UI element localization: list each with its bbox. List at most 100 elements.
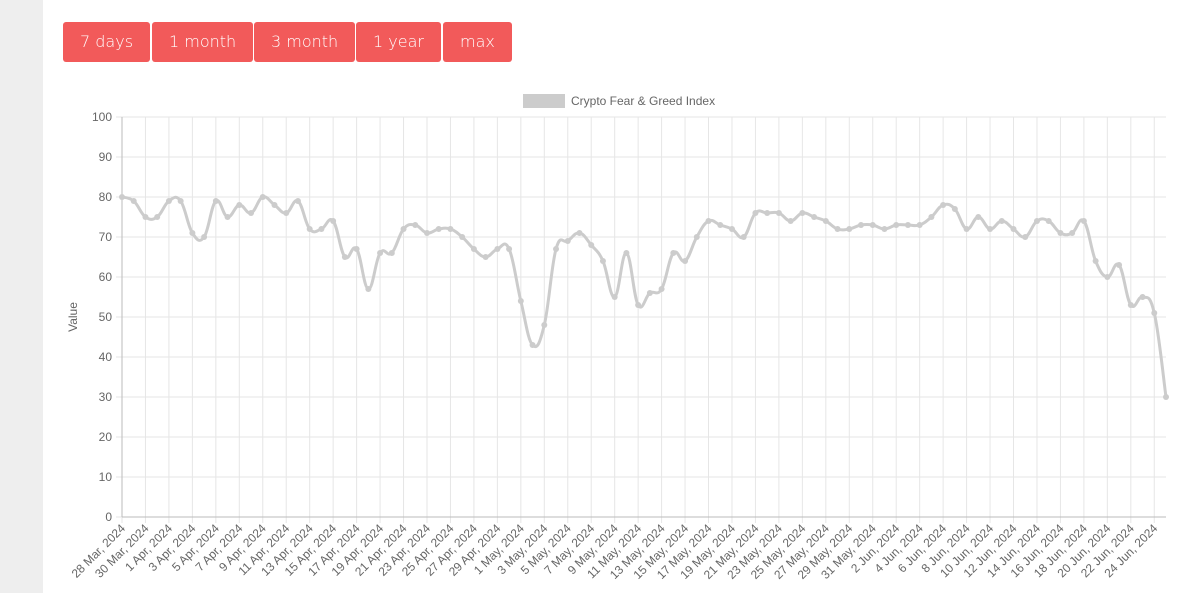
- data-point: [858, 222, 865, 228]
- data-point: [341, 254, 348, 260]
- series-line: [121, 195, 1168, 398]
- data-point: [764, 210, 771, 216]
- range-button[interactable]: 1 year: [356, 22, 441, 62]
- data-point: [283, 210, 290, 216]
- data-point: [459, 234, 466, 240]
- data-point: [236, 202, 243, 208]
- data-point: [951, 206, 958, 212]
- data-point: [1057, 230, 1064, 236]
- data-point: [846, 226, 853, 232]
- data-point: [564, 238, 571, 244]
- data-point: [670, 250, 677, 256]
- range-button[interactable]: 3 month: [254, 22, 356, 62]
- y-axis-title: Value: [66, 302, 80, 332]
- data-point: [1045, 218, 1052, 224]
- data-point: [365, 286, 372, 292]
- data-point: [165, 198, 172, 204]
- data-point: [412, 222, 419, 228]
- data-point: [1080, 218, 1087, 224]
- y-tick-label: 30: [99, 390, 113, 404]
- data-point: [400, 226, 407, 232]
- data-point: [834, 226, 841, 232]
- data-point: [1151, 310, 1158, 316]
- data-point: [142, 214, 149, 220]
- data-point: [963, 226, 970, 232]
- data-point: [822, 218, 829, 224]
- data-point: [1163, 394, 1169, 400]
- data-point: [294, 198, 301, 204]
- data-point: [717, 222, 724, 228]
- data-point: [212, 198, 219, 204]
- y-tick-label: 40: [99, 350, 113, 364]
- data-point: [1127, 302, 1134, 308]
- data-point: [482, 254, 489, 260]
- data-point: [646, 290, 653, 296]
- data-point: [1069, 230, 1076, 236]
- data-point: [377, 250, 384, 256]
- data-point: [728, 226, 735, 232]
- y-tick-label: 0: [105, 510, 112, 524]
- y-tick-label: 50: [99, 310, 113, 324]
- data-point: [775, 210, 782, 216]
- data-point: [541, 322, 548, 328]
- data-point: [248, 210, 255, 216]
- data-point: [388, 250, 395, 256]
- data-point: [1104, 274, 1111, 280]
- data-point: [177, 198, 184, 204]
- data-point: [1033, 218, 1040, 224]
- data-point: [529, 342, 536, 348]
- y-tick-label: 90: [99, 150, 113, 164]
- y-tick-label: 80: [99, 190, 113, 204]
- data-point: [494, 246, 501, 252]
- y-tick-label: 10: [99, 470, 113, 484]
- data-point: [318, 226, 325, 232]
- data-point: [353, 246, 360, 252]
- data-point: [635, 302, 642, 308]
- data-point: [599, 258, 606, 264]
- data-point: [799, 210, 806, 216]
- data-point: [271, 202, 278, 208]
- data-point: [987, 226, 994, 232]
- card: [43, 0, 1196, 593]
- range-button[interactable]: 1 month: [152, 22, 254, 62]
- data-point: [517, 298, 524, 304]
- data-point: [259, 194, 266, 200]
- data-point: [740, 234, 747, 240]
- data-point: [893, 222, 900, 228]
- legend-swatch: [523, 94, 565, 108]
- data-point: [881, 226, 888, 232]
- data-point: [1092, 258, 1099, 264]
- data-point: [576, 230, 583, 236]
- data-point: [506, 246, 513, 252]
- y-tick-label: 100: [92, 110, 112, 124]
- data-point: [1116, 262, 1123, 268]
- data-point: [611, 294, 618, 300]
- y-tick-label: 60: [99, 270, 113, 284]
- legend-label: Crypto Fear & Greed Index: [571, 94, 715, 108]
- data-point: [904, 222, 911, 228]
- data-point: [975, 214, 982, 220]
- data-point: [447, 226, 454, 232]
- data-point: [705, 218, 712, 224]
- data-point: [1010, 226, 1017, 232]
- data-point: [752, 210, 759, 216]
- data-point: [119, 194, 125, 200]
- data-point: [916, 222, 923, 228]
- data-point: [928, 214, 935, 220]
- data-point: [154, 214, 161, 220]
- data-point: [940, 202, 947, 208]
- data-point: [869, 222, 876, 228]
- data-point: [224, 214, 231, 220]
- range-button[interactable]: max: [443, 22, 512, 62]
- data-point: [201, 234, 208, 240]
- data-point: [1139, 294, 1146, 300]
- data-point: [470, 246, 477, 252]
- y-tick-label: 20: [99, 430, 113, 444]
- data-point: [811, 214, 818, 220]
- range-button[interactable]: 7 days: [63, 22, 151, 62]
- data-point: [553, 246, 560, 252]
- data-point: [693, 234, 700, 240]
- y-tick-label: 70: [99, 230, 113, 244]
- data-point: [787, 218, 794, 224]
